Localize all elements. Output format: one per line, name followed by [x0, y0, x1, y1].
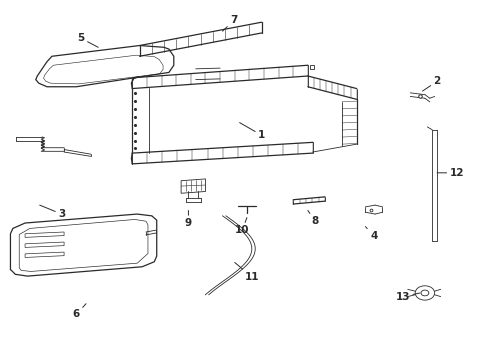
Text: 5: 5: [78, 33, 98, 47]
Text: 2: 2: [422, 76, 440, 91]
Text: 8: 8: [307, 211, 318, 226]
Text: 11: 11: [234, 262, 259, 282]
Text: 1: 1: [239, 123, 264, 140]
Text: 10: 10: [234, 218, 249, 235]
Text: 7: 7: [222, 15, 237, 31]
Text: 6: 6: [73, 304, 86, 319]
Text: 12: 12: [436, 168, 463, 178]
Text: 13: 13: [395, 292, 419, 302]
Text: 4: 4: [365, 226, 377, 240]
Text: 9: 9: [184, 211, 192, 228]
Text: 3: 3: [40, 205, 65, 219]
